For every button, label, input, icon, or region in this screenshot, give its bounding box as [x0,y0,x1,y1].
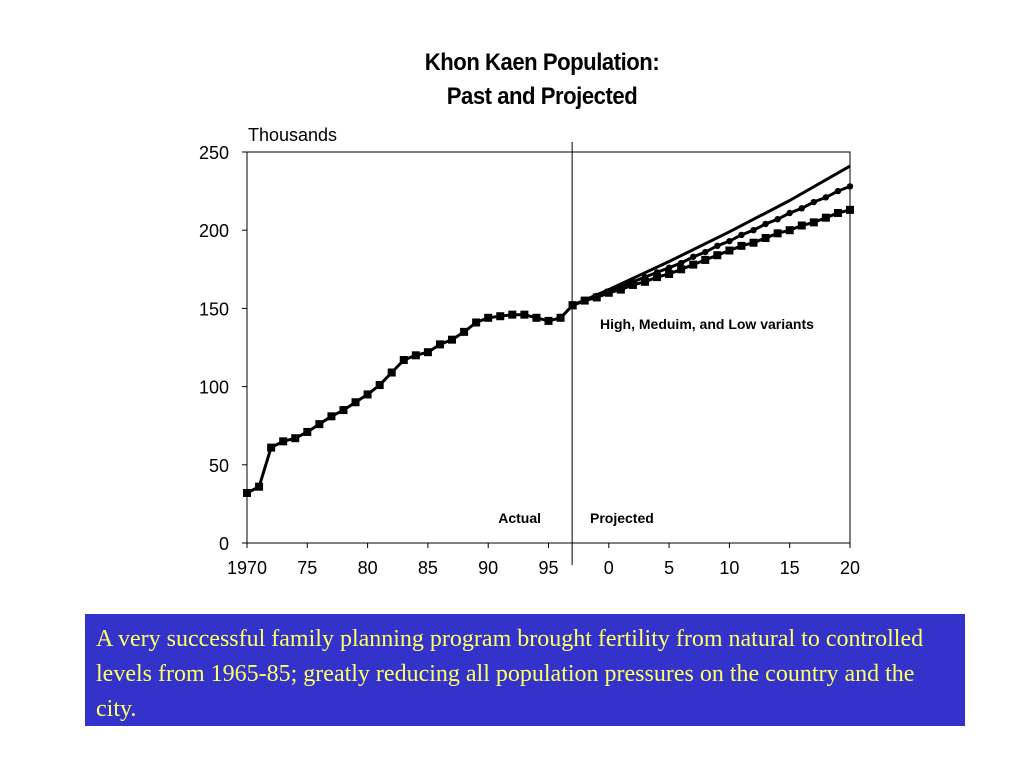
data-point-medium [774,216,781,223]
data-point-medium [677,259,685,267]
data-point-actual [423,348,432,357]
data-point-low [616,285,625,294]
data-point-low [689,260,698,269]
data-point-actual [291,434,300,443]
x-tick-label: 75 [297,558,317,578]
series-line-low [572,208,851,307]
data-point-medium [798,205,805,212]
y-tick-label: 150 [199,299,229,319]
data-point-low [701,255,710,264]
y-axis-label: Thousands [248,125,337,145]
data-point-medium [738,231,745,239]
y-tick-label: 100 [199,378,229,398]
caption-text: A very successful family planning progra… [96,626,924,722]
data-point-actual [544,316,553,325]
data-point-actual [411,351,420,360]
data-point-actual [532,313,541,322]
data-point-actual [508,310,517,319]
data-point-actual [327,412,336,421]
data-point-actual [243,488,251,497]
data-point-actual [315,420,324,429]
data-point-actual [255,482,264,491]
data-point-medium [714,242,721,250]
data-point-medium [726,237,733,245]
data-point-low [713,251,722,260]
data-point-low [749,238,758,247]
x-tick-label: 95 [538,558,558,578]
y-tick-label: 200 [199,221,229,241]
data-point-actual [448,335,457,344]
data-point-actual [279,437,288,446]
data-point-low [773,229,782,238]
x-tick-label: 1970 [227,558,267,578]
data-point-medium [750,227,757,234]
data-point-medium [846,183,854,190]
x-tick-label: 10 [719,558,739,578]
chart-title: Khon Kaen Population: Past and Projected [43,46,1024,114]
chart-title-line-1: Khon Kaen Population: [424,49,660,76]
data-point-low [628,280,637,289]
series-line-high [572,164,851,307]
data-point-low [568,301,577,310]
data-point-actual [496,312,505,321]
annotation-actual: Actual [498,510,541,526]
data-point-low [725,246,734,255]
annotation-projected: Projected [590,510,654,526]
data-point-low [833,208,842,217]
data-point-low [737,241,746,250]
y-tick-label: 50 [209,456,229,476]
plot-area-frame [246,151,851,544]
x-tick-label: 20 [840,558,860,578]
data-point-actual [267,443,276,452]
data-point-medium [690,253,697,260]
x-tick-label: 80 [358,558,378,578]
data-point-actual [435,340,444,349]
data-point-low [761,234,770,243]
data-point-low [846,205,854,214]
data-point-medium [786,209,793,217]
series-line-actual [246,304,574,495]
data-point-medium [665,264,673,271]
data-point-low [797,221,806,230]
data-point-medium [762,220,769,228]
data-point-actual [363,390,372,399]
data-point-actual [375,381,384,390]
data-point-low [665,269,674,278]
data-point-actual [399,356,408,365]
data-point-actual [460,327,469,336]
data-point-low [580,296,589,305]
data-point-actual [351,398,360,407]
data-point-medium [822,194,830,201]
data-point-actual [303,427,312,436]
data-point-low [604,288,613,297]
data-point-low [677,265,686,274]
x-tick-label: 5 [664,558,674,578]
data-point-actual [556,313,565,322]
data-point-actual [339,406,348,415]
data-point-medium [702,248,709,256]
data-point-medium [810,198,818,206]
caption-box: A very successful family planning progra… [85,614,965,726]
data-point-actual [387,368,396,377]
y-tick-label: 250 [199,143,229,163]
x-tick-label: 90 [478,558,498,578]
y-tick-label: 0 [219,534,229,554]
data-point-low [640,277,649,286]
chart-title-line-2: Past and Projected [446,83,638,110]
data-point-low [809,218,818,227]
x-tick-label: 15 [780,558,800,578]
data-point-low [653,273,662,282]
data-point-actual [520,310,529,319]
data-point-low [821,213,830,222]
data-point-medium [834,187,842,195]
data-point-actual [484,313,493,322]
x-tick-label: 85 [418,558,438,578]
annotation-variants: High, Meduim, and Low variants [600,316,814,332]
data-point-low [592,293,601,302]
data-point-actual [472,318,481,327]
data-point-low [785,226,794,235]
x-tick-label: 0 [604,558,614,578]
